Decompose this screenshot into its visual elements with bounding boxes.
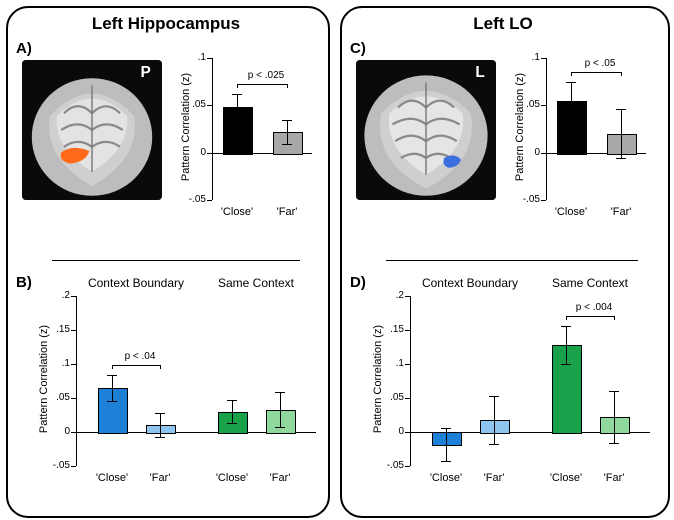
bar-C-1 <box>607 134 637 155</box>
title-left: Left Hippocampus <box>16 14 316 34</box>
svg-text:L: L <box>475 64 484 81</box>
ylabel-A: Pattern Correlation (z) <box>180 56 192 198</box>
p-D-1: p < .004 <box>564 302 624 313</box>
bar-B-1-1 <box>266 410 297 434</box>
sep-left <box>52 260 300 261</box>
sep-right <box>386 260 638 261</box>
bar-D-1-1 <box>600 417 631 434</box>
letter-C: C) <box>350 40 366 57</box>
p-C: p < .05 <box>570 58 630 69</box>
svg-text:P: P <box>141 64 151 81</box>
ylabel-D: Pattern Correlation (z) <box>372 294 384 464</box>
bar-D-0-0 <box>432 432 463 446</box>
bar-A-0 <box>223 107 253 154</box>
p-A: p < .025 <box>236 70 296 81</box>
bar-C-0 <box>557 101 587 155</box>
ylabel-C: Pattern Correlation (z) <box>514 56 526 198</box>
letter-B: B) <box>16 274 32 291</box>
group-title-B-1: Same Context <box>196 276 316 290</box>
bar-D-0-1 <box>480 420 511 434</box>
brain-A: P <box>22 60 162 200</box>
title-right: Left LO <box>350 14 656 34</box>
brain-C: L <box>356 60 496 200</box>
letter-D: D) <box>350 274 366 291</box>
bar-D-1-0 <box>552 345 583 434</box>
bar-B-0-1 <box>146 425 177 434</box>
group-title-D-1: Same Context <box>530 276 650 290</box>
group-title-D-0: Context Boundary <box>410 276 530 290</box>
group-title-B-0: Context Boundary <box>76 276 196 290</box>
bar-B-0-0 <box>98 388 129 434</box>
p-B-0: p < .04 <box>110 351 170 362</box>
yaxis-C <box>546 58 547 200</box>
letter-A: A) <box>16 40 32 57</box>
yaxis-A <box>212 58 213 200</box>
ylabel-B: Pattern Correlation (z) <box>38 294 50 464</box>
